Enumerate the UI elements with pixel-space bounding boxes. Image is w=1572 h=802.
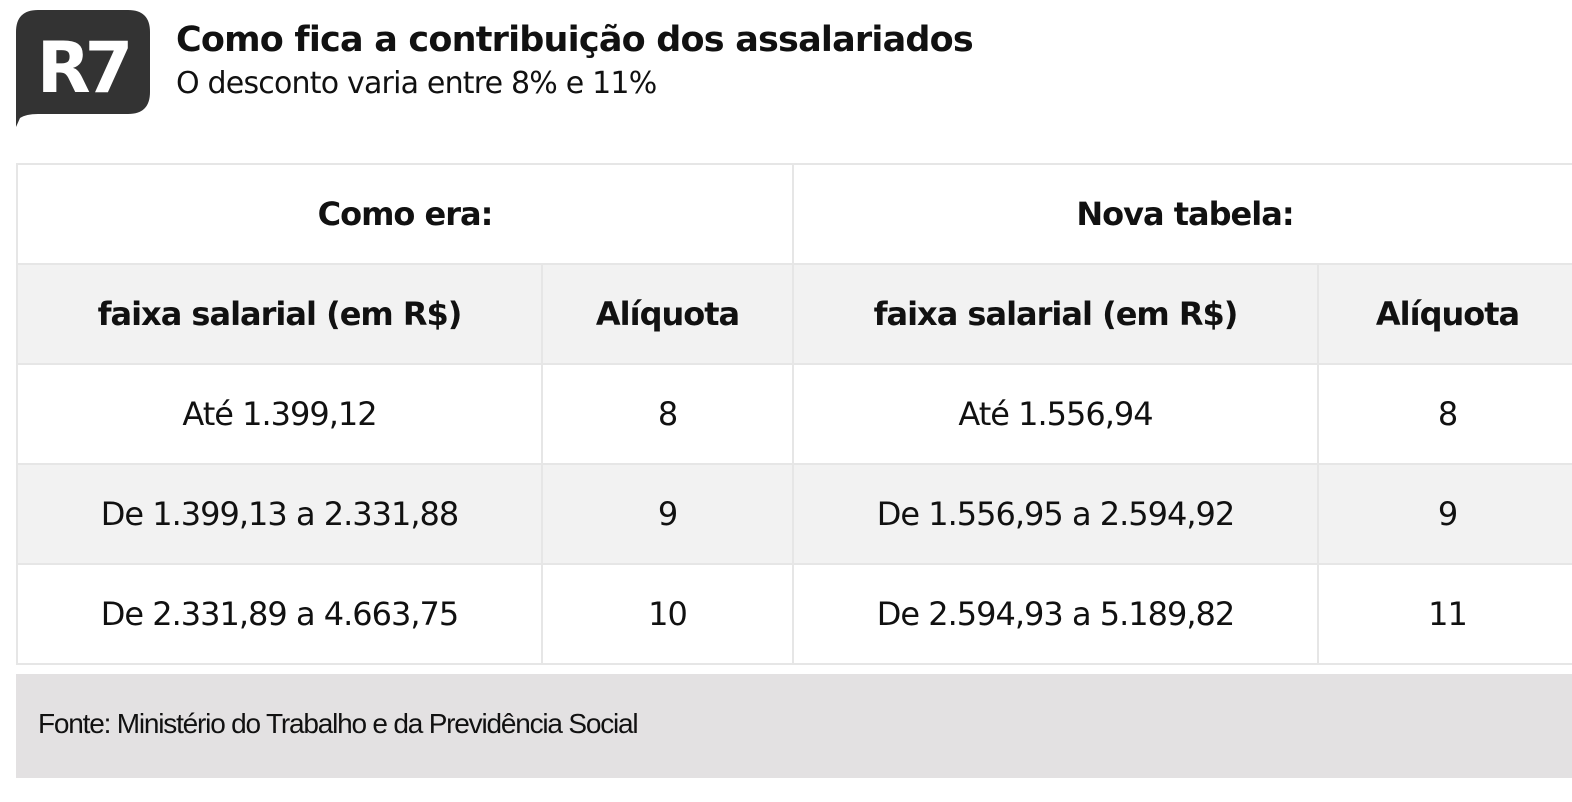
column-header-new-range: faixa salarial (em R$)	[792, 263, 1319, 365]
column-header-old-rate: Alíquota	[541, 263, 794, 365]
column-header-old-range: faixa salarial (em R$)	[16, 263, 543, 365]
table-row: De 1.399,13 a 2.331,88 9 De 1.556,95 a 2…	[16, 463, 1572, 565]
old-rate-cell: 8	[541, 363, 794, 465]
new-range-cell: Até 1.556,94	[792, 363, 1319, 465]
source-note: Fonte: Ministério do Trabalho e da Previ…	[38, 708, 639, 739]
new-range-cell: De 1.556,95 a 2.594,92	[792, 463, 1319, 565]
new-range-cell: De 2.594,93 a 5.189,82	[792, 563, 1319, 665]
table-row: Até 1.399,12 8 Até 1.556,94 8	[16, 363, 1572, 465]
table-row: De 2.331,89 a 4.663,75 10 De 2.594,93 a …	[16, 563, 1572, 665]
group-header-old: Como era:	[16, 163, 794, 265]
title-block: Como fica a contribuição dos assalariado…	[176, 18, 974, 106]
new-rate-cell: 11	[1317, 563, 1572, 665]
old-rate-cell: 10	[541, 563, 794, 665]
column-header-new-rate: Alíquota	[1317, 263, 1572, 365]
contribution-table: Como era: Nova tabela: faixa salarial (e…	[16, 163, 1572, 665]
logo-text: R7	[37, 27, 129, 109]
r7-logo-icon: R7	[16, 10, 150, 128]
source-footer: Fonte: Ministério do Trabalho e da Previ…	[16, 674, 1572, 778]
old-rate-cell: 9	[541, 463, 794, 565]
new-rate-cell: 8	[1317, 363, 1572, 465]
group-header-row: Como era: Nova tabela:	[16, 163, 1572, 265]
old-range-cell: Até 1.399,12	[16, 363, 543, 465]
column-header-row: faixa salarial (em R$) Alíquota faixa sa…	[16, 263, 1572, 365]
old-range-cell: De 1.399,13 a 2.331,88	[16, 463, 543, 565]
group-header-new: Nova tabela:	[792, 163, 1572, 265]
new-rate-cell: 9	[1317, 463, 1572, 565]
page-subtitle: O desconto varia entre 8% e 11%	[176, 66, 657, 101]
header: R7 Como fica a contribuição dos assalari…	[16, 10, 1556, 130]
page-title: Como fica a contribuição dos assalariado…	[176, 20, 974, 60]
old-range-cell: De 2.331,89 a 4.663,75	[16, 563, 543, 665]
